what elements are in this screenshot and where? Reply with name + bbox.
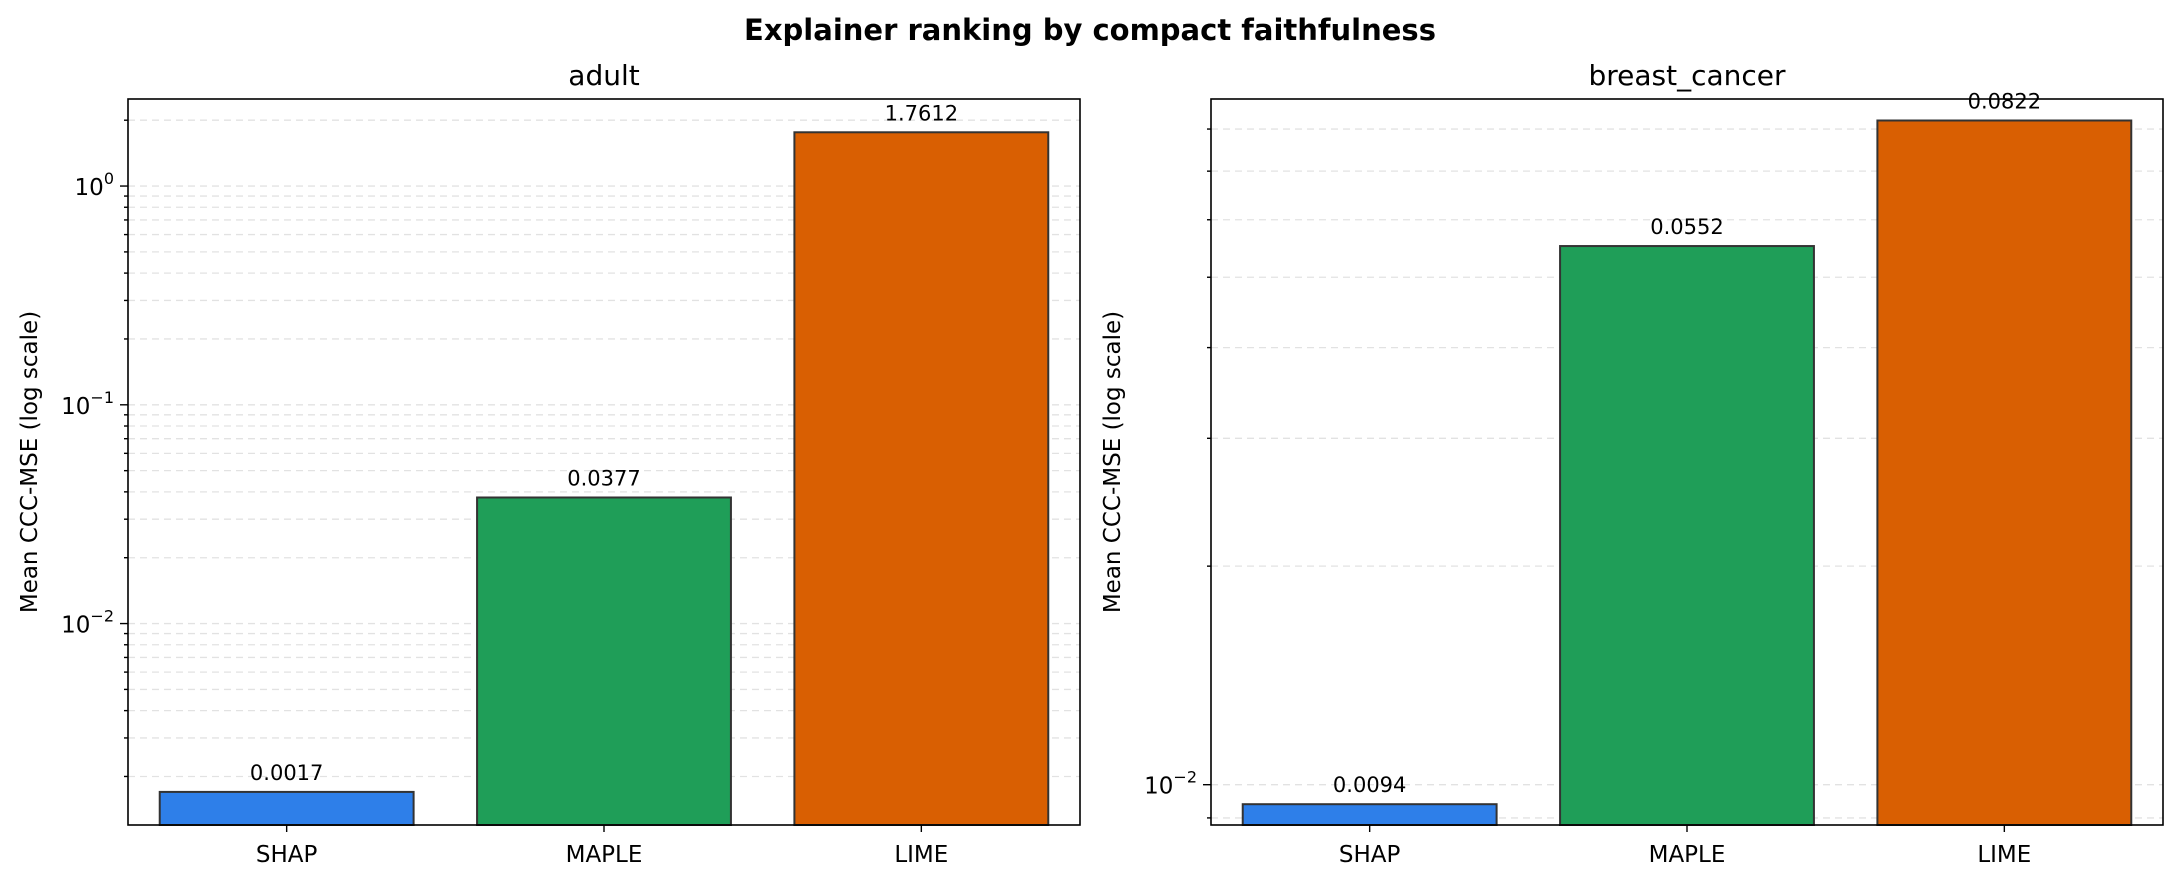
value-label-lime: 1.7612 — [885, 101, 958, 125]
x-tick-label-maple: MAPLE — [1649, 842, 1726, 868]
bar-maple — [1559, 245, 1815, 827]
y-tick-label: 10−2 — [61, 607, 114, 639]
value-label-shap: 0.0094 — [1333, 773, 1406, 797]
chart-adult: 0.0017 SHAP 0.0377 MAPLE 1.7612 LIME 10−2 10−1 1… — [17, 59, 1081, 868]
x-tick-label-maple: MAPLE — [566, 842, 643, 868]
axes-frame — [127, 98, 1081, 826]
value-label-maple: 0.0552 — [1650, 215, 1723, 239]
value-label-shap: 0.0017 — [250, 761, 323, 785]
bar-lime — [1876, 119, 2133, 826]
y-tick-label: 10−2 — [1144, 768, 1197, 800]
chart-breast-cancer: 0.0094 SHAP 0.0552 MAPLE 0.0822 LIME 10−2 breas… — [1100, 59, 2164, 868]
axes-frame — [1210, 98, 2164, 826]
subplot-title: breast_cancer — [1588, 59, 1786, 92]
subplot-title: adult — [568, 59, 639, 92]
figure-title: Explainer ranking by compact faithfulnes… — [744, 13, 1436, 47]
y-axis-label: Mean CCC-MSE (log scale) — [1100, 311, 1126, 613]
x-tick-label-shap: SHAP — [1339, 842, 1401, 868]
bar-lime — [793, 131, 1050, 826]
bar-shap — [1241, 803, 1498, 827]
y-tick-label: 10−1 — [61, 388, 114, 420]
bar-shap — [158, 790, 415, 827]
x-tick-label-lime: LIME — [894, 842, 948, 868]
x-tick-label-lime: LIME — [1977, 842, 2031, 868]
bar-maple — [476, 496, 732, 826]
y-axis-label: Mean CCC-MSE (log scale) — [17, 311, 43, 613]
value-label-maple: 0.0377 — [567, 466, 640, 490]
value-label-lime: 0.0822 — [1968, 89, 2041, 113]
y-tick-label: 100 — [75, 169, 114, 201]
x-tick-label-shap: SHAP — [256, 842, 318, 868]
